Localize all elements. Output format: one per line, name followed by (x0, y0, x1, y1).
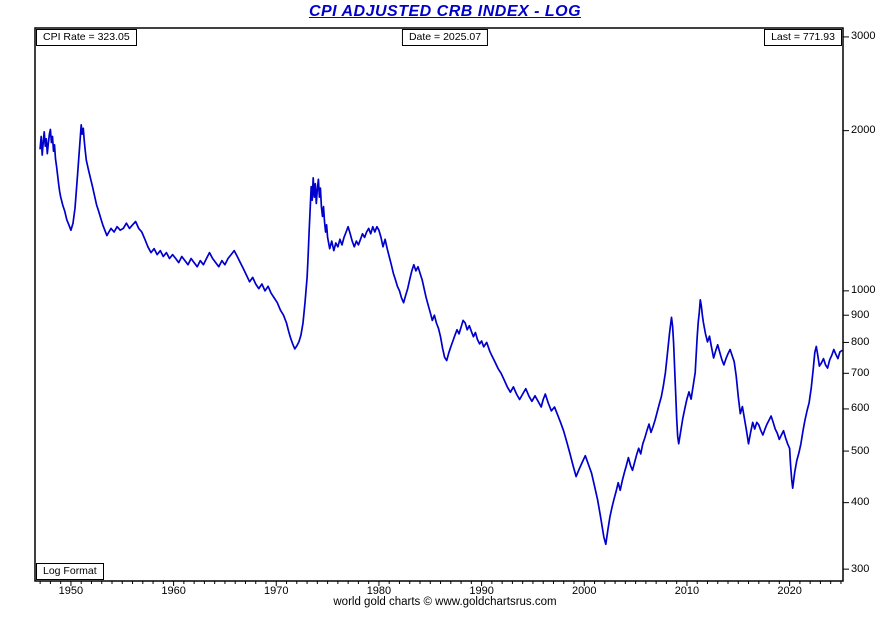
y-tick-label: 3000 (851, 30, 876, 43)
y-tick-label: 500 (851, 444, 870, 457)
crb-index-line (39, 124, 843, 546)
x-tick-label: 1980 (366, 585, 392, 597)
plot-border (34, 27, 844, 582)
x-tick-label: 1960 (161, 585, 186, 597)
y-tick-label: 900 (851, 308, 870, 321)
y-tick-label: 2000 (851, 124, 876, 137)
y-tick-label: 300 (851, 562, 870, 575)
date-box: Date = 2025.07 (401, 29, 489, 46)
credit-text: world gold charts © www.goldchartsrus.co… (333, 596, 557, 608)
x-tick-label: 1990 (469, 585, 494, 597)
last-value-box: Last = 771.93 (764, 29, 842, 46)
y-tick-label: 1000 (851, 284, 876, 297)
y-tick-label: 700 (851, 366, 870, 379)
x-tick-label: 2000 (572, 585, 597, 597)
y-tick-label: 800 (851, 335, 870, 348)
x-tick-label: 1950 (58, 585, 84, 597)
cpi-rate-box: CPI Rate = 323.05 (36, 29, 137, 46)
page-title: CPI ADJUSTED CRB INDEX - LOG (308, 3, 582, 20)
x-tick-label: 2010 (674, 585, 700, 597)
y-tick-label: 600 (851, 402, 870, 415)
x-tick-label: 1970 (264, 585, 289, 597)
x-tick-label: 2020 (777, 585, 802, 597)
log-format-label: Log Format (36, 563, 104, 580)
y-tick-label: 400 (851, 496, 870, 509)
